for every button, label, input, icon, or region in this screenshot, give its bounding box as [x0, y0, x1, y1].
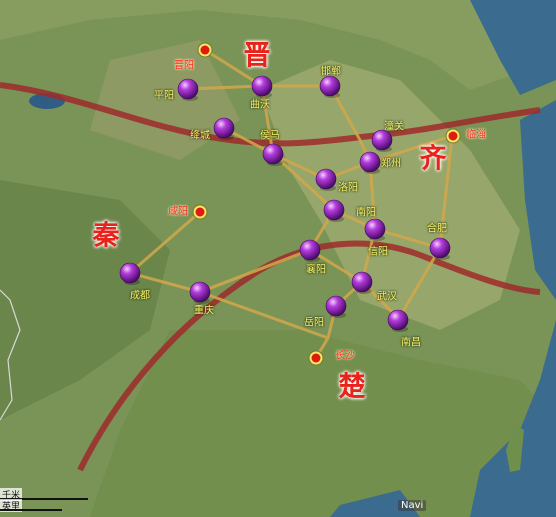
city-marker-puguan[interactable] [371, 129, 393, 151]
city-marker-pingyang[interactable] [177, 78, 199, 100]
capital-marker-xianyang[interactable] [195, 207, 205, 217]
city-label-luoyang[interactable]: 洛阳 [338, 182, 358, 194]
city-label-handan[interactable]: 邯郸 [321, 66, 341, 78]
city-marker-luoyang[interactable] [315, 168, 337, 190]
city-label-nanchang[interactable]: 南昌 [401, 337, 421, 349]
navi-logo: Navi [398, 500, 427, 511]
city-marker-nanyang[interactable] [323, 199, 345, 221]
scale-bar: 千米 英里 [0, 488, 92, 512]
state-label-qin: 秦 [92, 220, 120, 252]
state-label-jin: 晋 [243, 40, 271, 72]
city-label-pingyang[interactable]: 平阳 [154, 90, 174, 102]
scale-km-label: 千米 [0, 488, 23, 501]
city-marker-chongqing[interactable] [189, 281, 211, 303]
city-marker-jiangcheng[interactable] [213, 117, 235, 139]
city-label-quwo[interactable]: 曲沃 [250, 99, 270, 111]
capital-label-changsha[interactable]: 长沙 [335, 350, 355, 362]
capital-label-jinyang[interactable]: 晋阳 [174, 60, 194, 72]
state-label-qi: 齐 [419, 143, 447, 175]
city-marker-yueyang[interactable] [325, 295, 347, 317]
scale-km-line [0, 498, 88, 500]
city-marker-chengdu[interactable] [119, 262, 141, 284]
city-label-xiangyang[interactable]: 襄阳 [306, 264, 326, 276]
city-label-hefei[interactable]: 合肥 [427, 223, 447, 235]
city-marker-hefei[interactable] [429, 237, 451, 259]
city-marker-houma[interactable] [262, 143, 284, 165]
city-marker-xiangyang[interactable] [299, 239, 321, 261]
scale-mi-label: 英里 [0, 499, 23, 512]
city-label-chongqing[interactable]: 重庆 [194, 305, 214, 317]
city-marker-zhengzhou[interactable] [359, 151, 381, 173]
capital-marker-linzi[interactable] [448, 131, 458, 141]
city-label-chengdu[interactable]: 成都 [130, 290, 150, 302]
city-marker-nanchang[interactable] [387, 309, 409, 331]
city-label-wuhan[interactable]: 武汉 [377, 291, 397, 303]
city-label-puguan[interactable]: 潼关 [384, 121, 404, 133]
capital-marker-jinyang[interactable] [200, 45, 210, 55]
state-label-chu: 楚 [338, 371, 366, 403]
city-marker-quwo[interactable] [251, 75, 273, 97]
capital-marker-changsha-capital[interactable] [311, 353, 321, 363]
city-label-jiangcheng[interactable]: 绛城 [190, 130, 210, 142]
city-label-zhengzhou[interactable]: 郑州 [381, 158, 401, 170]
city-label-houma[interactable]: 侯马 [260, 130, 280, 142]
city-marker-handan[interactable] [319, 75, 341, 97]
scale-mi-line [0, 509, 62, 511]
capital-label-linzi[interactable]: 临淄 [466, 129, 486, 141]
capital-label-xianyang[interactable]: 咸阳 [168, 206, 188, 218]
city-label-yueyang[interactable]: 岳阳 [304, 317, 324, 329]
city-marker-wuhan[interactable] [351, 271, 373, 293]
city-label-nanyang[interactable]: 南阳 [356, 207, 376, 219]
city-label-xinyang[interactable]: 信阳 [368, 246, 388, 258]
city-marker-xinyang[interactable] [364, 218, 386, 240]
